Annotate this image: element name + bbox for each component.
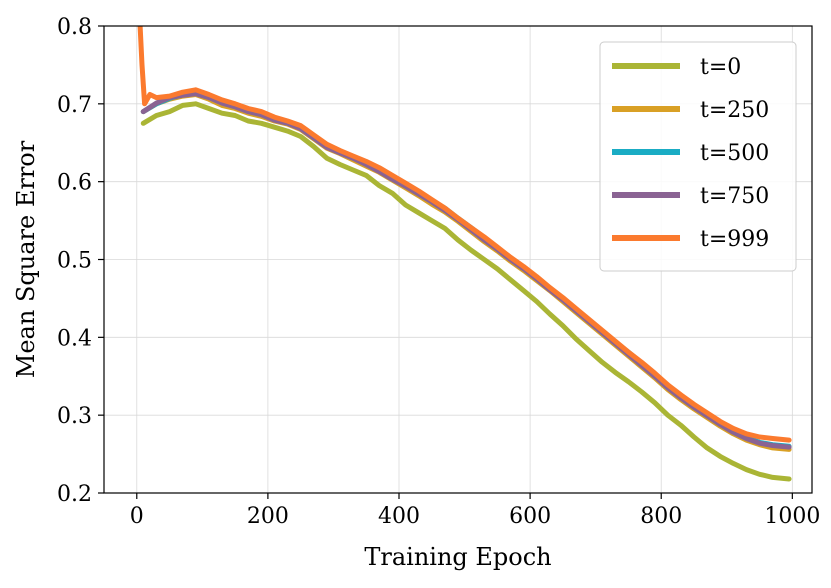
legend-label: t=750 <box>700 184 769 209</box>
y-tick-label: 0.8 <box>57 15 92 40</box>
y-tick-label: 0.5 <box>57 249 92 274</box>
y-tick-label: 0.4 <box>57 326 92 351</box>
legend-label: t=250 <box>700 98 769 123</box>
series-line-t-999 <box>137 26 792 443</box>
y-axis-ticks: 0.2 0.3 0.4 0.5 0.6 0.7 0.8 <box>57 15 104 507</box>
x-tick-label: 800 <box>640 504 682 529</box>
y-tick-label: 0.3 <box>57 404 92 429</box>
legend-box <box>599 41 797 272</box>
x-tick-label: 1000 <box>764 504 820 529</box>
series-group <box>137 26 792 482</box>
legend-label: t=0 <box>700 55 741 80</box>
y-tick-label: 0.2 <box>57 482 92 507</box>
y-tick-label: 0.6 <box>57 171 92 196</box>
x-tick-label: 400 <box>378 504 420 529</box>
x-axis-label: Training Epoch <box>364 543 551 571</box>
x-tick-label: 200 <box>247 504 289 529</box>
x-tick-label: 600 <box>509 504 551 529</box>
series-line-t-0 <box>140 101 792 482</box>
legend-label: t=999 <box>700 227 769 252</box>
y-tick-label: 0.7 <box>57 93 92 118</box>
legend-label: t=500 <box>700 141 769 166</box>
y-axis-label: Mean Square Error <box>12 140 40 378</box>
x-axis-ticks: 0 200 400 600 800 1000 <box>130 493 820 529</box>
legend: t=0 t=250 t=500 t=750 t=999 <box>599 41 797 272</box>
x-tick-label: 0 <box>130 504 144 529</box>
